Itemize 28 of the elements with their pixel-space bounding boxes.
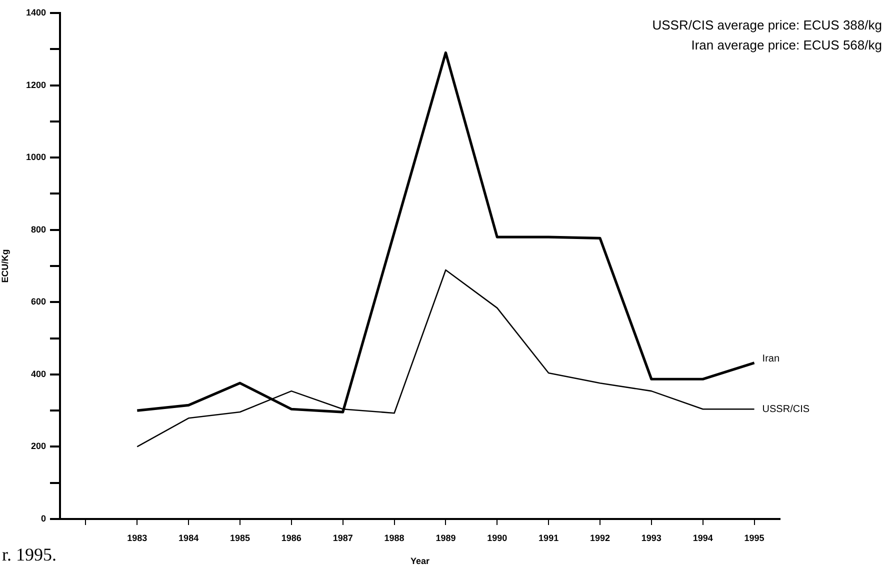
y-tick-label: 600 [30, 296, 46, 307]
series-label: USSR/CIS [762, 404, 810, 415]
x-tick-label: 1986 [281, 532, 302, 543]
annotation: USSR/CIS average price: ECUS 388/kg [652, 18, 882, 33]
x-tick-label: 1995 [744, 532, 764, 543]
x-tick-label: 1987 [332, 532, 353, 543]
x-tick-label: 1984 [178, 532, 199, 543]
y-tick-label: 1200 [26, 80, 46, 90]
y-tick-label: 1000 [26, 152, 46, 162]
y-tick-label: 400 [30, 368, 46, 379]
x-tick-label: 1988 [384, 532, 404, 543]
y-axis-title: ECU/Kg [0, 249, 10, 283]
x-tick-label: 1989 [436, 532, 456, 543]
y-tick-label: 800 [30, 224, 46, 234]
x-tick-label: 1993 [641, 532, 662, 543]
x-tick-label: 1994 [692, 532, 713, 543]
y-tick-label: 0 [40, 513, 46, 524]
x-axis-title: Year [410, 556, 430, 566]
x-tick-label: 1985 [230, 532, 250, 543]
text: r. 1995. [2, 544, 57, 565]
series-label: Iran [762, 354, 780, 365]
x-tick-label: 1983 [127, 532, 148, 543]
y-tick-label: 1400 [26, 7, 46, 18]
x-tick-label: 1990 [487, 532, 508, 543]
annotation: Iran average price: ECUS 568/kg [691, 38, 882, 53]
x-tick-label: 1991 [538, 532, 559, 543]
y-tick-label: 200 [30, 441, 46, 452]
x-tick-label: 1992 [590, 532, 610, 543]
